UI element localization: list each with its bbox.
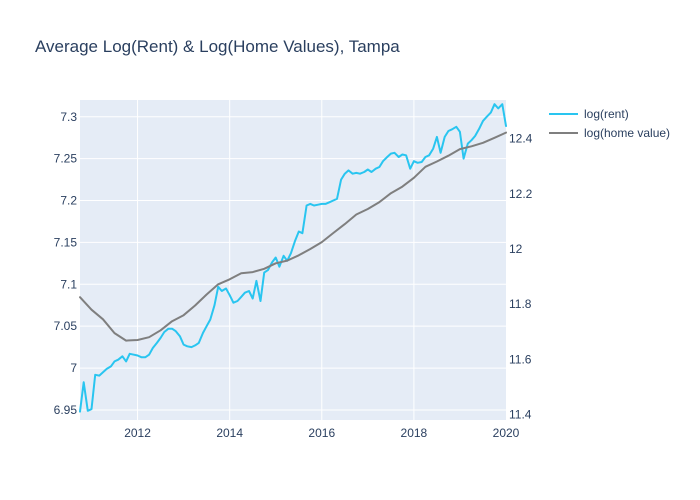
legend-label: log(rent) — [584, 107, 629, 121]
y2-tick-label: 11.4 — [509, 407, 532, 421]
x-tick-label: 2014 — [216, 426, 243, 440]
y-tick-label: 7.05 — [54, 319, 78, 333]
y2-tick-label: 12 — [509, 242, 523, 256]
series-line-1 — [79, 103, 507, 413]
series-line-2 — [79, 131, 507, 342]
y-tick-label: 7.3 — [60, 110, 77, 124]
y-tick-label: 7.1 — [60, 277, 77, 291]
plot-area — [80, 100, 506, 420]
y-axis-ticks: 6.95 7 7.05 7.1 7.15 7.2 7.25 7.3 — [54, 110, 78, 417]
x-axis-ticks: 2012 2014 2016 2018 2020 — [124, 426, 519, 440]
series-layer — [79, 103, 507, 413]
x-tick-label: 2016 — [308, 426, 335, 440]
y2-tick-label: 11.6 — [509, 352, 532, 366]
legend-item[interactable]: log(home value) — [549, 126, 670, 140]
chart-title: Average Log(Rent) & Log(Home Values), Ta… — [35, 37, 400, 56]
y-tick-label: 7.2 — [60, 194, 77, 208]
legend-label: log(home value) — [584, 126, 670, 140]
y2-tick-label: 12.2 — [509, 187, 533, 201]
y-tick-label: 7.25 — [54, 152, 78, 166]
y2-axis-ticks: 11.4 11.6 11.8 12 12.2 12.4 — [509, 132, 533, 422]
y2-tick-label: 11.8 — [509, 297, 532, 311]
x-tick-label: 2020 — [493, 426, 520, 440]
y-tick-label: 7.15 — [54, 235, 78, 249]
x-tick-label: 2018 — [401, 426, 428, 440]
grid-lines — [80, 100, 506, 420]
legend[interactable]: log(rent) log(home value) — [549, 107, 670, 140]
legend-item[interactable]: log(rent) — [549, 107, 629, 121]
y-tick-label: 6.95 — [54, 403, 78, 417]
y2-tick-label: 12.4 — [509, 132, 533, 146]
x-tick-label: 2012 — [124, 426, 151, 440]
y-tick-label: 7 — [70, 361, 77, 375]
